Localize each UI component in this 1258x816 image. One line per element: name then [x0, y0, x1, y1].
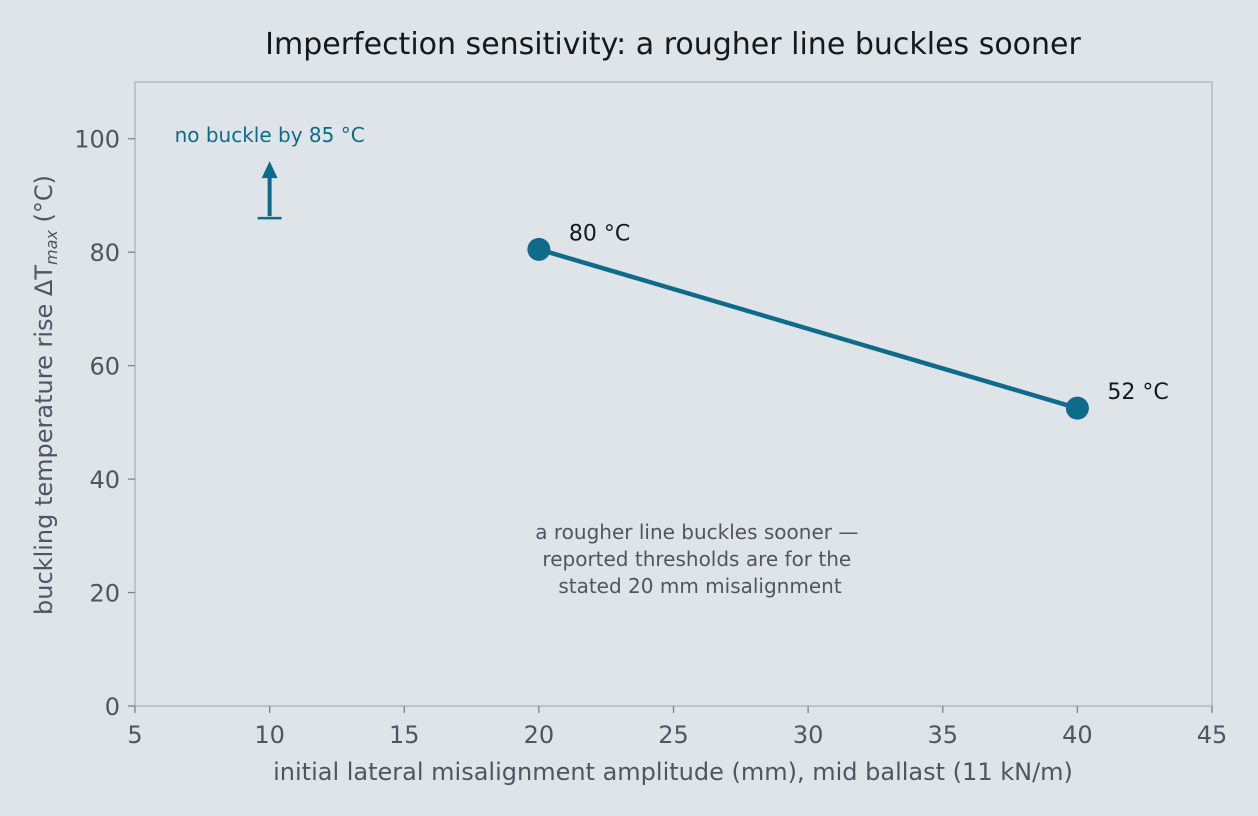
y-axis-label-prefix: buckling temperature rise ΔT [30, 265, 58, 615]
data-point [1065, 396, 1089, 420]
plot-area [134, 81, 1213, 707]
x-axis-label: initial lateral misalignment amplitude (… [273, 758, 1073, 786]
x-tick-label: 15 [389, 721, 420, 749]
y-tick-label: 20 [89, 580, 120, 608]
y-tick-label: 60 [89, 353, 120, 381]
x-tick-label: 40 [1062, 721, 1093, 749]
x-axis: 5 10 15 20 25 30 35 40 45 [127, 706, 1227, 749]
annotation-text: a rougher line buckles sooner — reported… [535, 520, 864, 598]
y-axis: 0 20 40 60 80 100 [74, 126, 135, 721]
bound-label: no buckle by 85 °C [175, 123, 365, 147]
annotation-line: a rougher line buckles sooner — [535, 520, 858, 544]
x-tick-label: 30 [793, 721, 824, 749]
lower-bound-marker: no buckle by 85 °C [175, 123, 365, 220]
y-axis-label-suffix: (°C) [30, 175, 58, 230]
y-tick-label: 40 [89, 466, 120, 494]
y-axis-label: buckling temperature rise ΔTmax (°C) [30, 175, 61, 615]
series-group: 80 °C 52 °C [527, 221, 1169, 420]
data-label: 80 °C [569, 221, 630, 246]
annotation-line: stated 20 mm misalignment [558, 574, 842, 598]
y-axis-label-subscript: max [42, 230, 61, 265]
y-tick-label: 80 [89, 239, 120, 267]
chart-title: Imperfection sensitivity: a rougher line… [265, 27, 1081, 62]
x-tick-label: 5 [127, 721, 142, 749]
x-tick-label: 35 [927, 721, 958, 749]
x-tick-label: 25 [658, 721, 689, 749]
y-tick-label: 0 [105, 693, 120, 721]
data-label: 52 °C [1107, 380, 1168, 405]
annotation-line: reported thresholds are for the [542, 547, 851, 571]
x-tick-label: 45 [1197, 721, 1228, 749]
x-tick-label: 10 [254, 721, 285, 749]
bound-arrow-head [261, 161, 278, 179]
x-tick-label: 20 [524, 721, 555, 749]
series-line [536, 247, 1080, 411]
data-point [527, 237, 551, 261]
y-tick-label: 100 [74, 126, 120, 154]
